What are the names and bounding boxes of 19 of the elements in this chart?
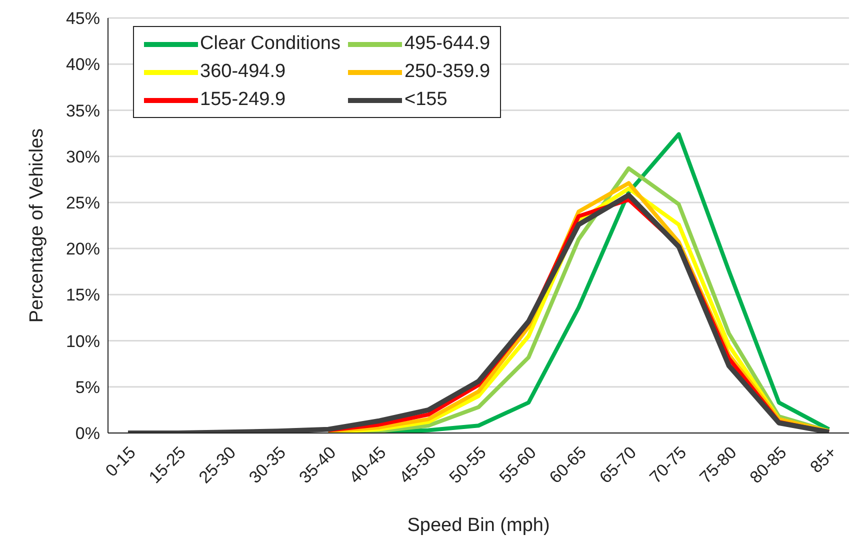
y-tick-label: 20% [66,240,100,259]
y-tick-label: 10% [66,332,100,351]
x-axis-title: Speed Bin (mph) [407,515,550,536]
y-axis-title: Percentage of Vehicles [26,128,48,323]
x-tick-label: 85+ [806,442,840,477]
y-tick-label: 45% [66,9,100,28]
y-tick-label: 40% [66,55,100,74]
legend-label: 495-644.9 [404,33,490,55]
y-tick-label: 30% [66,147,100,166]
y-tick-label: 0% [75,424,100,444]
legend-label: 250-359.9 [404,61,490,83]
y-tick-label: 25% [66,193,100,212]
y-tick-label: 35% [66,101,100,120]
legend-label: Clear Conditions [200,33,340,55]
legend-label: <155 [404,89,448,111]
legend-label: 155-249.9 [200,89,286,111]
y-tick-label: 15% [66,286,100,305]
y-tick-label: 5% [75,378,100,397]
legend-label: 360-494.9 [200,61,286,83]
